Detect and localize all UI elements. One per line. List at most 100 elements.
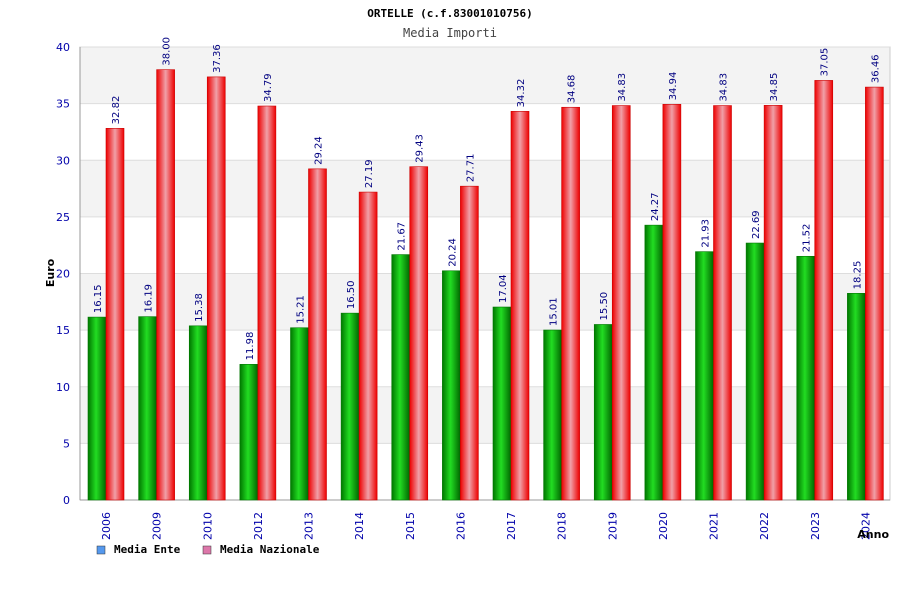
bar-media-ente-2024	[847, 293, 866, 501]
value-label: 17.04	[498, 274, 509, 303]
y-axis-ticks: 0 5 10 15 20 25 30 35 40	[56, 41, 70, 507]
bar-media-ente-2009	[138, 316, 157, 501]
x-tick-label: 2013	[303, 512, 316, 540]
y-axis-label: Euro	[44, 258, 57, 287]
bar-media-ente-2014	[340, 312, 360, 501]
value-label: 15.21	[296, 295, 307, 324]
value-label: 38.00	[162, 37, 173, 66]
value-label: 29.24	[314, 136, 325, 165]
value-label: 34.83	[617, 73, 628, 102]
value-label: 37.36	[212, 44, 223, 73]
y-tick-label: 0	[63, 494, 70, 507]
chart-title: ORTELLE (c.f.83001010756)	[367, 7, 533, 20]
value-label: 36.46	[870, 54, 881, 83]
x-axis-ticks: 2006 2009 2010 2012 2013 2014 2015 2016 2017 2018…	[100, 512, 872, 540]
bar-media-nazionale-2014	[358, 191, 378, 501]
x-tick-label: 2016	[454, 512, 467, 540]
value-label: 37.05	[820, 48, 831, 77]
bar-media-nazionale-2006	[105, 128, 125, 501]
value-label: 34.94	[668, 72, 679, 101]
bar-media-ente-2023	[796, 255, 816, 501]
value-label: 15.50	[599, 292, 610, 321]
y-tick-label: 5	[63, 437, 70, 450]
x-tick-label: 2022	[758, 512, 771, 540]
value-label: 21.52	[802, 224, 813, 253]
value-label: 24.27	[650, 193, 661, 222]
bar-media-ente-2018	[543, 329, 562, 501]
x-tick-label: 2009	[151, 512, 164, 540]
bar-media-nazionale-2020	[662, 104, 682, 501]
bar-media-ente-2022	[745, 242, 765, 501]
value-label: 32.82	[111, 96, 122, 125]
x-tick-label: 2015	[404, 512, 417, 540]
bar-media-nazionale-2021	[713, 105, 732, 501]
value-label: 16.50	[346, 280, 357, 309]
chart-subtitle: Media Importi	[403, 26, 497, 40]
y-tick-label: 15	[56, 324, 70, 337]
bar-media-ente-2010	[188, 325, 208, 501]
bar-media-nazionale-2009	[156, 69, 175, 501]
bar-media-nazionale-2017	[510, 111, 530, 501]
x-tick-label: 2017	[505, 512, 518, 540]
bar-media-nazionale-2016	[460, 185, 479, 501]
bar-media-nazionale-2023	[814, 80, 834, 501]
value-label: 20.24	[447, 238, 458, 267]
y-tick-label: 20	[56, 268, 70, 281]
value-label: 18.25	[852, 261, 863, 290]
legend: Media Ente Media Nazionale	[96, 543, 320, 556]
value-label: 15.38	[194, 293, 205, 322]
x-tick-label: 2021	[708, 512, 721, 540]
x-tick-label: 2006	[100, 512, 113, 540]
value-label: 22.69	[751, 210, 762, 239]
legend-swatch-media-nazionale	[202, 545, 212, 555]
x-tick-label: 2018	[556, 512, 569, 540]
value-label: 34.68	[567, 75, 578, 104]
bar-media-ente-2012	[239, 364, 259, 501]
bar-media-nazionale-2022	[763, 105, 783, 501]
bar-media-nazionale-2018	[561, 106, 580, 501]
x-tick-label: 2010	[201, 512, 214, 540]
value-label: 34.79	[263, 73, 274, 102]
x-tick-label: 2019	[606, 512, 619, 540]
value-label: 27.19	[364, 159, 375, 188]
y-tick-label: 40	[56, 41, 70, 54]
legend-label-media-nazionale: Media Nazionale	[220, 543, 320, 556]
bar-media-nazionale-2024	[865, 86, 884, 501]
value-label: 21.67	[397, 222, 408, 251]
value-label: 15.01	[549, 297, 560, 326]
x-tick-label: 2014	[353, 512, 366, 540]
bars	[87, 69, 884, 501]
value-label: 34.85	[769, 73, 780, 102]
bar-media-ente-2016	[442, 270, 461, 501]
x-axis-label: Anno	[857, 528, 889, 541]
bar-media-ente-2017	[492, 306, 512, 501]
x-tick-label: 2020	[657, 512, 670, 540]
bar-media-nazionale-2019	[611, 105, 631, 501]
bar-media-nazionale-2010	[206, 76, 226, 501]
value-label: 27.71	[465, 154, 476, 183]
value-labels: 16.15 32.82 16.19 38.00 15.38 37.36 11.98 34.79…	[93, 37, 881, 360]
y-tick-label: 30	[56, 154, 70, 167]
y-tick-label: 25	[56, 211, 70, 224]
bar-media-ente-2019	[593, 324, 613, 501]
value-label: 34.32	[516, 79, 527, 108]
y-tick-label: 10	[56, 381, 70, 394]
bar-media-nazionale-2012	[257, 105, 277, 501]
bar-media-ente-2020	[644, 224, 664, 501]
bar-media-nazionale-2013	[308, 168, 327, 501]
value-label: 21.93	[701, 219, 712, 248]
bar-media-ente-2021	[695, 251, 714, 501]
x-tick-label: 2023	[809, 512, 822, 540]
value-label: 16.19	[144, 284, 155, 313]
value-label: 29.43	[415, 134, 426, 163]
legend-swatch-media-ente	[96, 545, 106, 555]
bar-media-nazionale-2015	[409, 166, 429, 501]
legend-label-media-ente: Media Ente	[114, 543, 181, 556]
bar-media-ente-2013	[290, 327, 309, 501]
x-tick-label: 2012	[252, 512, 265, 540]
y-tick-label: 35	[56, 98, 70, 111]
value-label: 11.98	[245, 332, 256, 361]
value-label: 34.83	[719, 73, 730, 102]
bar-media-ente-2006	[87, 316, 107, 501]
